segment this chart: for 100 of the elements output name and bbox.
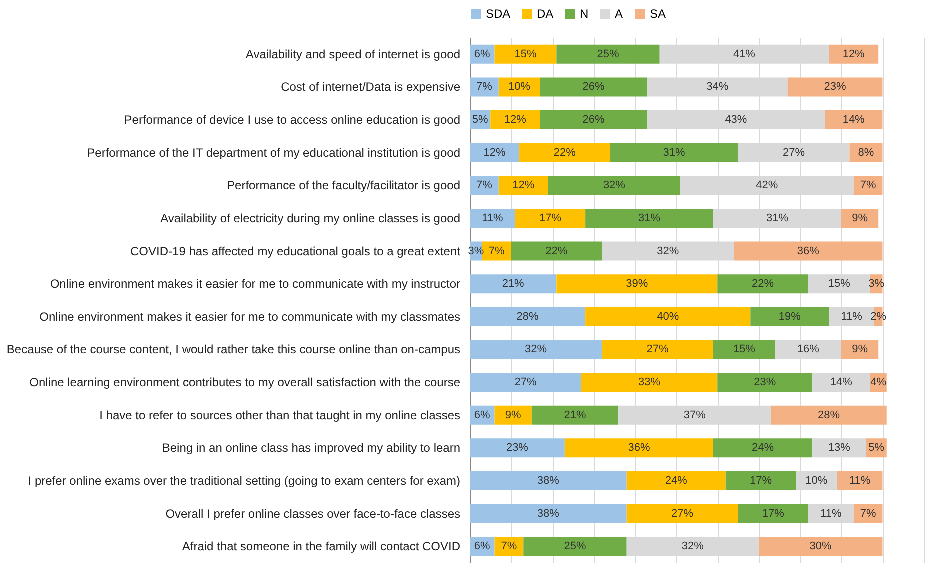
legend-label: N [580, 7, 589, 21]
bar [470, 471, 627, 490]
data-label: 9% [852, 344, 868, 356]
bar [494, 44, 557, 64]
data-label: 17% [762, 508, 785, 520]
data-label: 9% [852, 212, 868, 224]
bar [556, 274, 718, 294]
data-label: 27% [514, 376, 537, 389]
data-label: 16% [797, 344, 820, 356]
data-label: 26% [582, 114, 606, 126]
data-label: 25% [597, 48, 620, 60]
bar [586, 208, 714, 228]
bar [470, 78, 499, 97]
bar [734, 242, 883, 261]
data-label: 36% [628, 442, 650, 454]
data-label: 22% [752, 278, 774, 290]
data-label: 32% [525, 344, 548, 356]
data-label: 7% [860, 180, 876, 192]
bar [718, 373, 813, 392]
y-tick-label: Online environment makes it easier for me to communicate with my instructor [50, 277, 460, 292]
bar [470, 176, 499, 196]
y-tick-label: Overall I prefer online classes over face-to-face classes [166, 506, 460, 521]
y-tick-label: Because of the course content, I would rather take this course online than on-campus [6, 342, 460, 357]
data-label: 21% [564, 409, 586, 422]
bar [738, 504, 808, 524]
y-tick-label: Afraid that someone in the family will contact COVID [182, 540, 461, 554]
data-label: 28% [516, 310, 539, 323]
bar [626, 471, 726, 490]
data-label: 38% [537, 508, 560, 520]
bar [714, 438, 813, 458]
data-label: 12% [842, 48, 866, 60]
data-label: 30% [810, 540, 832, 553]
data-label: 34% [706, 81, 729, 94]
bar [788, 78, 883, 97]
bar [718, 274, 808, 294]
data-label: 24% [752, 442, 774, 454]
data-label: 27% [672, 508, 694, 520]
y-tick-label: Availability and speed of internet is good [246, 47, 460, 62]
data-label: 11% [820, 508, 842, 520]
data-label: 10% [508, 81, 531, 94]
data-label: 37% [684, 409, 706, 422]
data-label: 5% [472, 114, 488, 126]
data-label: 15% [514, 48, 537, 60]
data-label: 4% [870, 376, 887, 389]
data-label: 33% [638, 376, 661, 389]
bar [470, 373, 582, 392]
y-tick-label: COVID-19 has affected my educational goals to a great extent [130, 244, 462, 258]
data-label: 8% [858, 146, 874, 159]
data-label: 7% [488, 245, 505, 258]
data-label: 22% [554, 146, 576, 159]
bar [515, 208, 586, 228]
bar [581, 373, 718, 392]
legend-label: A [615, 7, 624, 21]
bar [470, 340, 602, 360]
data-label: 14% [830, 376, 853, 389]
bar [586, 307, 751, 326]
bar [602, 340, 714, 360]
data-label: 12% [504, 114, 527, 126]
data-label: 11% [849, 474, 871, 487]
data-label: 23% [824, 81, 846, 94]
data-label: 13% [828, 442, 851, 454]
data-label: 32% [603, 180, 626, 192]
data-label: 43% [725, 114, 748, 126]
data-label: 26% [582, 81, 606, 94]
data-label: 23% [754, 376, 776, 389]
bar [824, 110, 883, 130]
data-label: 21% [502, 278, 525, 290]
data-label: 32% [657, 245, 680, 258]
bar [490, 110, 540, 130]
data-label: 6% [474, 540, 491, 553]
bar [470, 504, 627, 524]
y-tick-label: Online environment makes it easier for me to communicate with my classmates [40, 310, 460, 324]
data-label: 23% [506, 442, 529, 454]
bar [829, 44, 879, 64]
data-label: 9% [505, 409, 522, 422]
y-tick-label: Cost of internet/Data is expensive [281, 80, 461, 94]
data-label: 19% [778, 310, 802, 323]
data-label: 12% [512, 180, 535, 192]
data-label: 31% [766, 212, 789, 224]
bar [532, 406, 619, 425]
y-tick-label: Performance of the faculty/facilitator is good [227, 178, 460, 193]
data-label: 12% [484, 146, 506, 159]
data-label: 7% [476, 180, 493, 192]
bar [540, 110, 648, 130]
bar [524, 537, 627, 556]
data-label: 41% [733, 48, 756, 60]
bar [470, 438, 565, 458]
data-label: 11% [482, 212, 504, 224]
bar [556, 44, 660, 64]
data-label: 17% [750, 474, 772, 487]
bar [758, 537, 883, 556]
data-label: 24% [665, 474, 688, 487]
bar [771, 406, 887, 425]
y-tick-label: I have to refer to sources other than that taught in my online classes [100, 408, 460, 422]
bar [540, 78, 648, 97]
bar [750, 307, 830, 326]
bar [610, 143, 738, 162]
bar [470, 307, 586, 326]
data-label: 40% [657, 310, 680, 323]
legend-label: DA [537, 7, 554, 21]
